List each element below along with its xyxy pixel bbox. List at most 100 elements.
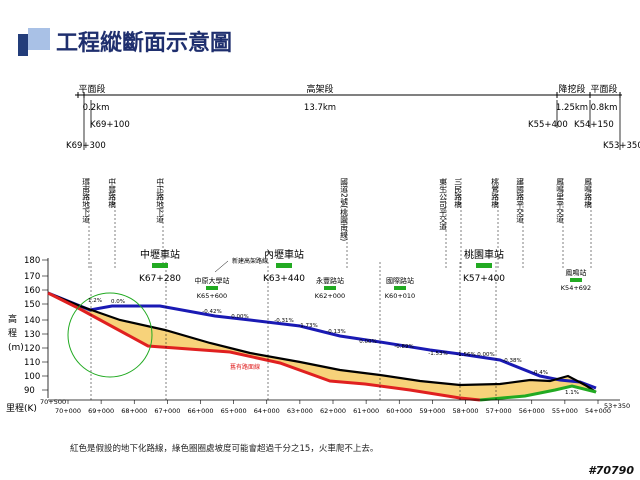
y-axis-label: 程 [8,328,17,339]
grade-label: -1.73% [298,323,317,329]
station-name: 中壢車站 [140,248,180,261]
grade-label: 0.0% [111,299,125,305]
segment-name: 降挖段 [558,83,585,95]
small-station-name: 國際路站 [386,276,414,285]
station-marker [276,263,292,268]
chainage-label: K69+100 [90,120,130,130]
y-tick-label: 170 [24,272,40,282]
x-tick-label: 62+000 [320,407,346,415]
small-station-km: K65+600 [197,292,227,300]
small-station-marker [394,286,406,290]
small-station-name: 鳳鳴站 [566,268,587,277]
segment-length: 13.7km [304,103,336,113]
x-axis-label: 里程(K) [6,403,37,414]
vertical-label: 中豐路橋 [107,177,116,210]
x-end-label: 53+350 [604,402,630,410]
x-start-label: 70+500 [40,398,66,406]
title-bullet-dark [18,34,28,56]
existing-line-label: 舊有路面線 [230,363,260,371]
grade-label: -0.4% [532,370,548,376]
vertical-label: 鳳鳴路橋 [583,178,592,210]
vertical-label: 環南路地下道 [81,178,90,225]
grade-label: 0.00% [359,339,376,345]
station-km: K63+440 [263,274,305,284]
segment-length: 0.2km [83,103,110,113]
x-tick-label: 57+000 [486,407,512,415]
image-stamp: #70790 [588,464,634,477]
y-tick-label: 110 [24,358,40,368]
underground-line [47,291,481,402]
steep-grade-circle [67,292,153,378]
grade-label: -1.53% [428,351,447,357]
segment-name: 高架段 [306,83,333,95]
x-tick-label: 58+000 [452,407,478,415]
new-line-label: 新建高架路線 [232,257,268,265]
station-marker [152,263,168,268]
x-tick-label: 56+000 [519,407,545,415]
x-tick-label: 68+000 [121,407,147,415]
x-tick-label: 66+000 [187,407,213,415]
grade-label: -0.38% [502,358,521,364]
vertical-label: 鳳鳴里平交道 [555,178,564,225]
small-station-km: K60+010 [385,292,415,300]
vertical-label: 東生公司平交道 [438,177,447,232]
x-tick-label: 63+000 [287,407,313,415]
grade-label: -1.56% [456,352,475,358]
x-tick-label: 61+000 [353,407,379,415]
x-tick-label: 67+000 [154,407,180,415]
station-name: 桃園車站 [464,248,504,261]
title-bullet-light [28,28,50,50]
grade-label: -0.31% [274,318,293,324]
segment-name: 平面段 [590,83,617,95]
chainage-label: K53+350 [603,141,640,151]
y-tick-label: 90 [24,386,35,396]
x-tick-label: 60+000 [386,407,412,415]
y-axis-label: 高 [8,313,17,325]
x-tick-label: 59+000 [419,407,445,415]
chainage-label: K69+300 [66,141,106,151]
x-tick-label: 65+000 [221,407,247,415]
grade-label: -0.42% [202,309,221,315]
grade-label: -0.13% [326,329,345,335]
grade-label: 1.2% [88,298,102,304]
page-title: 工程縱斷面示意圖 [56,30,233,56]
small-station-name: 永豐路站 [316,276,344,285]
small-station-marker [324,286,336,290]
y-tick-label: 140 [24,316,40,326]
x-tick-label: 54+000 [585,407,611,415]
elevated-line [47,291,597,390]
small-station-km: K54+692 [561,284,591,292]
y-tick-label: 180 [24,256,40,266]
new-line-leader [214,260,229,273]
x-tick-label: 69+000 [88,407,114,415]
station-name: 內壢車站 [264,248,304,261]
chainage-label: K55+400 [528,120,568,130]
station-km: K67+280 [139,274,181,284]
station-marker [476,263,492,268]
small-station-marker [206,286,218,290]
caption: 紅色是假設的地下化路線，綠色圈圈處坡度可能會超過千分之15，火車爬不上去。 [70,444,379,454]
small-station-name: 中原大學站 [195,276,230,285]
x-tick-label: 70+000 [55,407,81,415]
segment-length: 0.8km [591,103,618,113]
grade-label: 0.00% [231,314,248,320]
y-tick-label: 150 [24,300,40,310]
x-tick-label: 64+000 [254,407,280,415]
chainage-label: K54+150 [574,120,614,130]
steep-grade-line [479,384,597,402]
segment-name: 平面段 [78,83,105,95]
vertical-label: 三民路橋 [453,178,462,209]
grade-label: 0.00% [477,352,494,358]
grade-label: 1.1% [565,390,579,396]
small-station-km: K62+000 [315,292,345,300]
vertical-label: 桃鶯路橋 [490,177,499,210]
small-station-marker [570,278,582,282]
y-tick-label: 130 [24,330,40,340]
station-km: K57+400 [463,274,505,284]
vertical-label: 中正路地下道 [155,177,164,225]
y-axis-label: (m) [8,343,24,353]
x-tick-label: 55+000 [552,407,578,415]
segment-length: 1.25km [556,103,588,113]
grade-label: -0.89% [394,344,413,350]
